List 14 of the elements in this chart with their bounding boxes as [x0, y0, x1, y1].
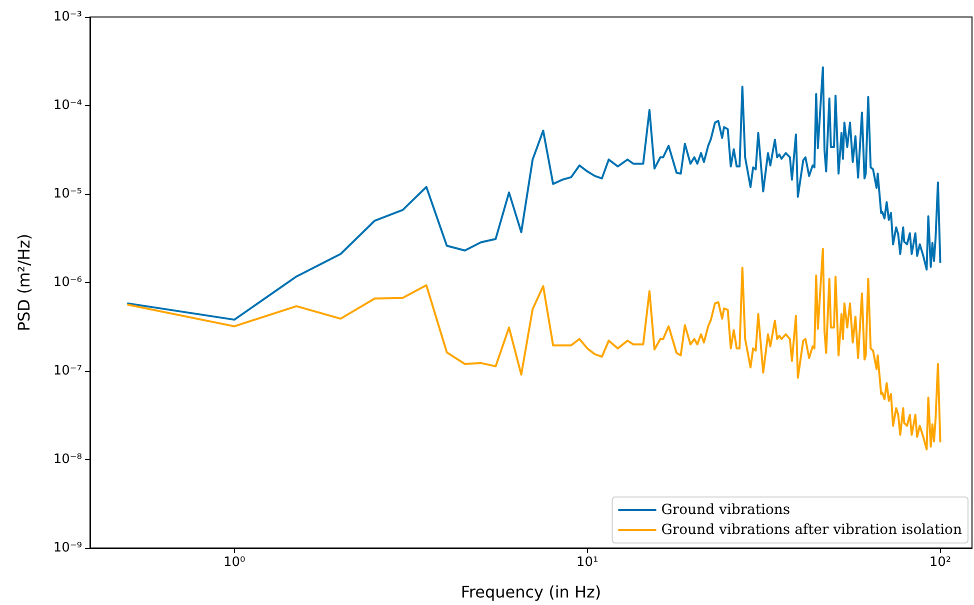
legend-label: Ground vibrations — [661, 502, 790, 518]
y-tick-label: 10⁻⁶ — [53, 275, 82, 290]
y-tick-label: 10⁻⁹ — [53, 540, 82, 556]
y-axis-title: PSD (m²/Hz) — [14, 234, 34, 332]
y-tick-label: 10⁻⁷ — [53, 364, 82, 378]
legend-label: Ground vibrations after vibration isolation — [661, 522, 962, 538]
y-tick-label: 10⁻⁴ — [53, 98, 82, 113]
y-tick-label: 10⁻⁵ — [53, 186, 82, 202]
y-tick-label: 10⁻³ — [53, 10, 82, 24]
y-tick-label: 10⁻⁸ — [53, 452, 82, 467]
x-axis-title: Frequency (in Hz) — [460, 582, 602, 602]
x-tick-label: 10⁰ — [223, 555, 246, 570]
x-tick-label: 10¹ — [576, 555, 598, 570]
x-tick-label: 10² — [929, 555, 952, 570]
